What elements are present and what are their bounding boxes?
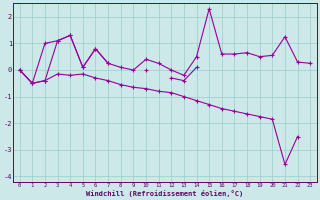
X-axis label: Windchill (Refroidissement éolien,°C): Windchill (Refroidissement éolien,°C) bbox=[86, 190, 244, 197]
